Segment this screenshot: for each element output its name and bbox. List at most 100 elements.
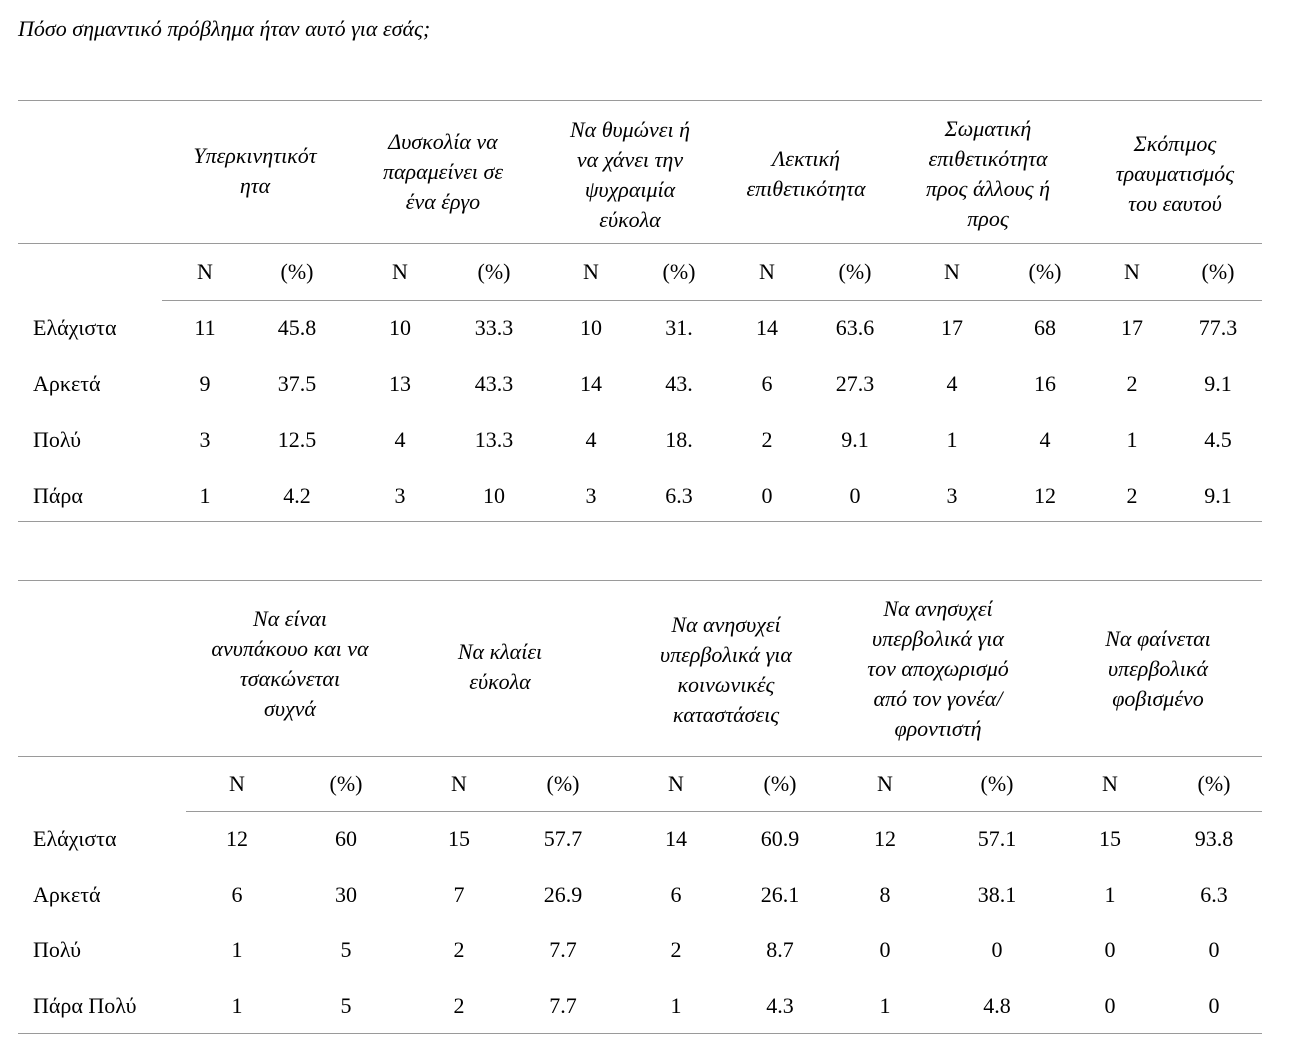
row-label: Πάρα Πολύ <box>33 993 137 1018</box>
row-label: Πάρα <box>33 483 83 508</box>
table-cell: 7 <box>453 882 465 907</box>
table-cell: 1 <box>1126 427 1138 452</box>
table-cell: 4.3 <box>766 993 794 1018</box>
row-label: Ελάχιστα <box>33 315 117 340</box>
column-group-header: Να κλαίει εύκολα <box>432 637 568 697</box>
header-line: να χάνει την <box>576 147 684 172</box>
header-line: επιθετικότητα <box>746 176 866 201</box>
table-cell: 15 <box>1099 826 1121 851</box>
table-cell: 60 <box>335 826 357 851</box>
percent-header: (%) <box>763 771 797 796</box>
table-cell: 68 <box>1034 315 1056 340</box>
count-header: N <box>1102 771 1118 796</box>
table-cell: 63.6 <box>835 315 875 340</box>
table-cell: 1 <box>879 993 891 1018</box>
header-line: φοβισμένο <box>1112 686 1204 711</box>
table-cell: 6 <box>231 882 243 907</box>
table-cell: 4.8 <box>983 993 1011 1018</box>
table-cell: 17 <box>1121 315 1143 340</box>
table-cell: 4 <box>946 371 958 396</box>
header-line: Υπερκινητικότ <box>193 143 317 168</box>
table-cell: 33.3 <box>474 315 514 340</box>
header-line: εύκολα <box>599 207 661 232</box>
table-cell: 2 <box>1126 483 1138 508</box>
table-cell: 3 <box>199 427 211 452</box>
table-cell: 4 <box>585 427 597 452</box>
table-cell: 0 <box>991 937 1003 962</box>
table-cell: 57.7 <box>543 826 583 851</box>
header-line: προς άλλους ή <box>925 176 1051 201</box>
header-line: ητα <box>239 173 271 198</box>
header-line: Σκόπιμος <box>1133 131 1217 156</box>
table-cell: 9.1 <box>1204 371 1232 396</box>
table-cell: 15 <box>448 826 470 851</box>
table-cell: 2 <box>1126 371 1138 396</box>
table-cell: 43.3 <box>474 371 514 396</box>
table-cell: 3 <box>585 483 597 508</box>
table-cell: 10 <box>483 483 505 508</box>
table-rule <box>162 300 1262 301</box>
table-cell: 2 <box>453 993 465 1018</box>
table-cell: 14 <box>580 371 602 396</box>
count-header: N <box>1124 259 1140 284</box>
header-line: τραυματισμός <box>1115 161 1235 186</box>
column-group-header: Λεκτική επιθετικότητα <box>727 144 885 204</box>
count-header: N <box>877 771 893 796</box>
table-cell: 2 <box>670 937 682 962</box>
count-header: N <box>583 259 599 284</box>
percent-header: (%) <box>838 259 872 284</box>
column-group-header: Σκόπιμος τραυματισμός του εαυτού <box>1092 129 1258 219</box>
header-line: τσακώνεται <box>239 666 341 691</box>
table-rule <box>18 243 1262 244</box>
percent-header: (%) <box>477 259 511 284</box>
header-line: προς <box>967 206 1009 231</box>
table-cell: 13 <box>389 371 411 396</box>
table-cell: 2 <box>761 427 773 452</box>
table-cell: 12.5 <box>277 427 317 452</box>
count-header: N <box>759 259 775 284</box>
percent-header: (%) <box>662 259 696 284</box>
table-cell: 0 <box>761 483 773 508</box>
header-line: τον αποχωρισμό <box>867 656 1009 681</box>
table-cell: 4 <box>394 427 406 452</box>
table-cell: 12 <box>226 826 248 851</box>
header-line: Να κλαίει <box>457 639 543 664</box>
header-line: ένα έργο <box>405 189 481 214</box>
header-line: από τον γονέα/ <box>873 686 1003 711</box>
percent-header: (%) <box>1028 259 1062 284</box>
count-header: N <box>451 771 467 796</box>
table-rule <box>18 580 1262 581</box>
table-cell: 17 <box>941 315 963 340</box>
table-cell: 0 <box>849 483 861 508</box>
table-cell: 4.2 <box>283 483 311 508</box>
table-rule <box>18 756 1262 757</box>
header-line: φροντιστή <box>894 716 982 741</box>
table-cell: 3 <box>394 483 406 508</box>
table-cell: 1 <box>670 993 682 1018</box>
table-cell: 27.3 <box>835 371 875 396</box>
header-line: Δυσκολία να <box>388 129 498 154</box>
percent-header: (%) <box>980 771 1014 796</box>
row-label: Πολύ <box>33 937 82 962</box>
column-group-header: Υπερκινητικότ ητα <box>172 141 338 201</box>
table-cell: 26.9 <box>543 882 583 907</box>
column-group-header: Να ανησυχεί υπερβολικά για κοινωνικές κατασ… <box>628 610 824 730</box>
table-cell: 31. <box>665 315 693 340</box>
table-cell: 60.9 <box>760 826 800 851</box>
header-line: Να είναι <box>253 606 327 631</box>
table-cell: 8.7 <box>766 937 794 962</box>
column-group-header: Δυσκολία να παραμείνει σε ένα έργο <box>360 127 526 217</box>
table-cell: 12 <box>1034 483 1056 508</box>
percent-header: (%) <box>329 771 363 796</box>
table-cell: 57.1 <box>977 826 1017 851</box>
column-group-header: Να φαίνεται υπερβολικά φοβισμένο <box>1080 624 1236 714</box>
header-line: Να ανησυχεί <box>671 612 781 637</box>
table-cell: 11 <box>194 315 216 340</box>
table-cell: 0 <box>1208 937 1220 962</box>
table-cell: 0 <box>1208 993 1220 1018</box>
percent-header: (%) <box>280 259 314 284</box>
table-cell: 1 <box>231 937 243 962</box>
table-cell: 30 <box>335 882 357 907</box>
table-cell: 0 <box>1104 993 1116 1018</box>
table-cell: 4.5 <box>1204 427 1232 452</box>
